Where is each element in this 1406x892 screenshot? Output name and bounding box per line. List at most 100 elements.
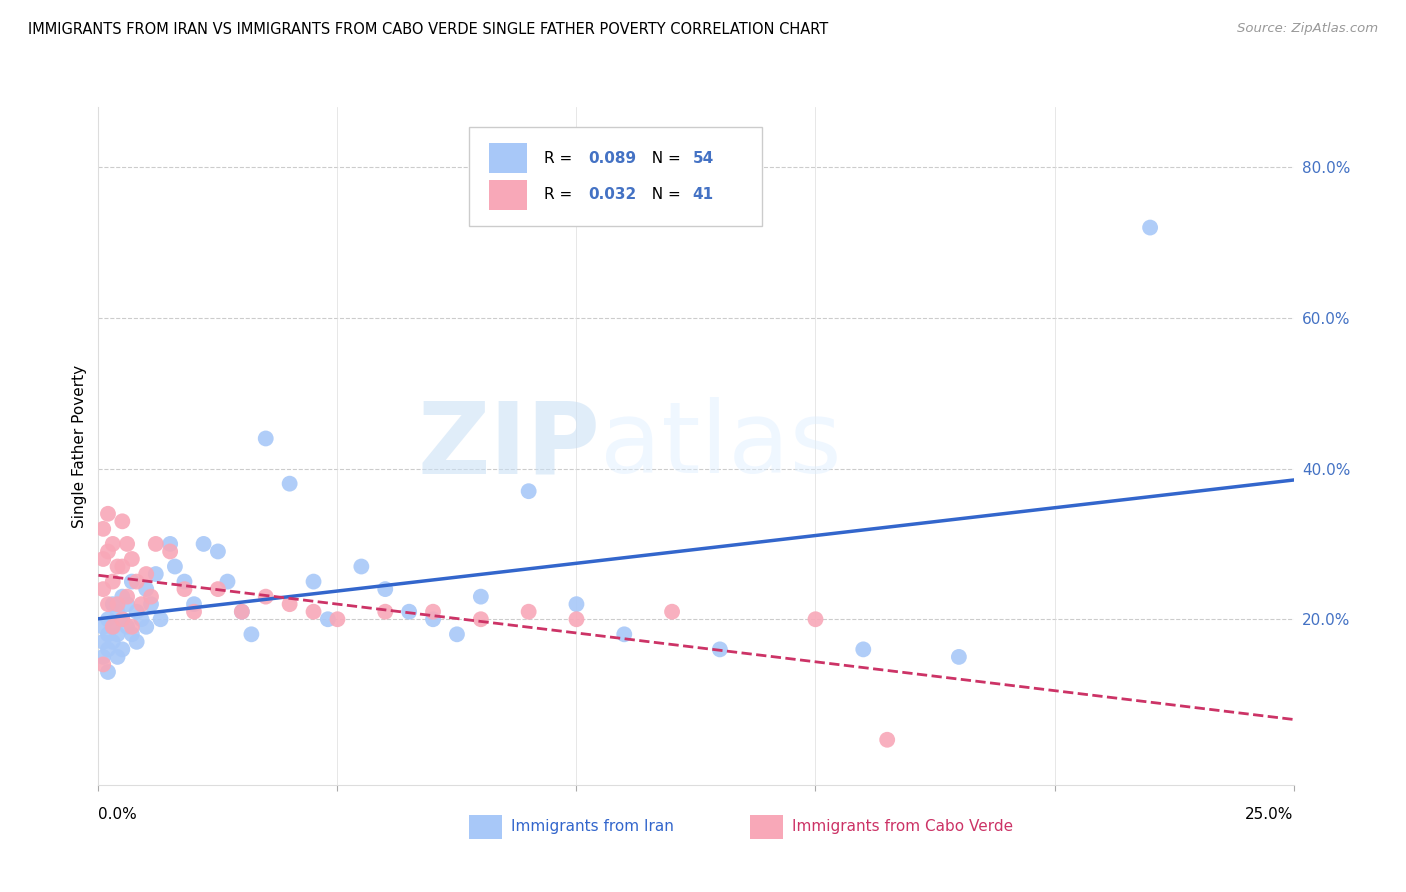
Point [107,605,129,619]
Point [398,605,420,619]
Point [254,590,277,604]
Point [173,582,195,596]
Point [149,612,172,626]
Point [101,620,124,634]
Text: N =: N = [643,151,686,166]
Point [163,559,186,574]
Point [115,597,138,611]
Point [709,642,731,657]
Point [517,484,540,499]
Point [115,590,138,604]
Point [278,476,301,491]
Point [231,605,253,619]
Point [565,612,588,626]
Point [97,612,120,626]
Point [101,635,124,649]
Point [159,544,181,558]
Point [121,627,143,641]
Point [350,559,373,574]
Y-axis label: Single Father Poverty: Single Father Poverty [72,365,87,527]
Point [111,514,134,528]
Point [111,612,134,626]
Point [101,620,124,634]
Text: 0.089: 0.089 [589,151,637,166]
Point [207,582,229,596]
FancyBboxPatch shape [470,128,762,226]
Text: 25.0%: 25.0% [1246,807,1294,822]
Point [97,507,120,521]
Point [97,665,120,679]
Point [173,574,195,589]
Point [183,605,205,619]
Text: IMMIGRANTS FROM IRAN VS IMMIGRANTS FROM CABO VERDE SINGLE FATHER POVERTY CORRELA: IMMIGRANTS FROM IRAN VS IMMIGRANTS FROM … [28,22,828,37]
Point [101,574,124,589]
Point [101,597,124,611]
Point [876,732,898,747]
Point [422,612,444,626]
Text: 41: 41 [692,187,713,202]
Point [135,582,157,596]
Point [135,620,157,634]
Point [302,574,325,589]
Bar [489,143,527,173]
Point [111,612,134,626]
Point [613,627,636,641]
Text: N =: N = [643,187,686,202]
Point [97,642,120,657]
Point [278,597,301,611]
Point [517,605,540,619]
Bar [470,815,502,839]
Point [326,612,349,626]
Point [145,537,167,551]
Text: R =: R = [544,151,578,166]
Point [207,544,229,558]
Text: Immigrants from Iran: Immigrants from Iran [510,820,673,835]
Point [565,597,588,611]
Point [107,649,129,664]
Text: 0.032: 0.032 [589,187,637,202]
Point [91,649,114,664]
Point [121,552,143,566]
Point [159,537,181,551]
Point [115,537,138,551]
Point [302,605,325,619]
Point [125,635,148,649]
Point [91,552,114,566]
Point [107,559,129,574]
Text: atlas: atlas [600,398,842,494]
Point [125,605,148,619]
Text: 0.0%: 0.0% [98,807,138,822]
Point [139,590,162,604]
Point [91,635,114,649]
Point [125,574,148,589]
Point [91,522,114,536]
Point [446,627,468,641]
Point [422,605,444,619]
Text: Source: ZipAtlas.com: Source: ZipAtlas.com [1237,22,1378,36]
Point [254,432,277,446]
Text: 54: 54 [692,151,714,166]
Point [131,597,153,611]
Point [131,612,153,626]
Point [470,612,492,626]
Point [111,642,134,657]
Text: Immigrants from Cabo Verde: Immigrants from Cabo Verde [792,820,1012,835]
Point [948,649,970,664]
Point [111,590,134,604]
Point [135,567,157,582]
Point [91,582,114,596]
Point [97,627,120,641]
Point [316,612,339,626]
Point [374,582,396,596]
Bar [749,815,783,839]
Point [374,605,396,619]
Point [97,544,120,558]
Point [240,627,263,641]
Point [121,620,143,634]
Point [183,597,205,611]
Point [91,620,114,634]
Point [217,574,239,589]
Point [470,590,492,604]
Point [91,657,114,672]
Point [121,574,143,589]
